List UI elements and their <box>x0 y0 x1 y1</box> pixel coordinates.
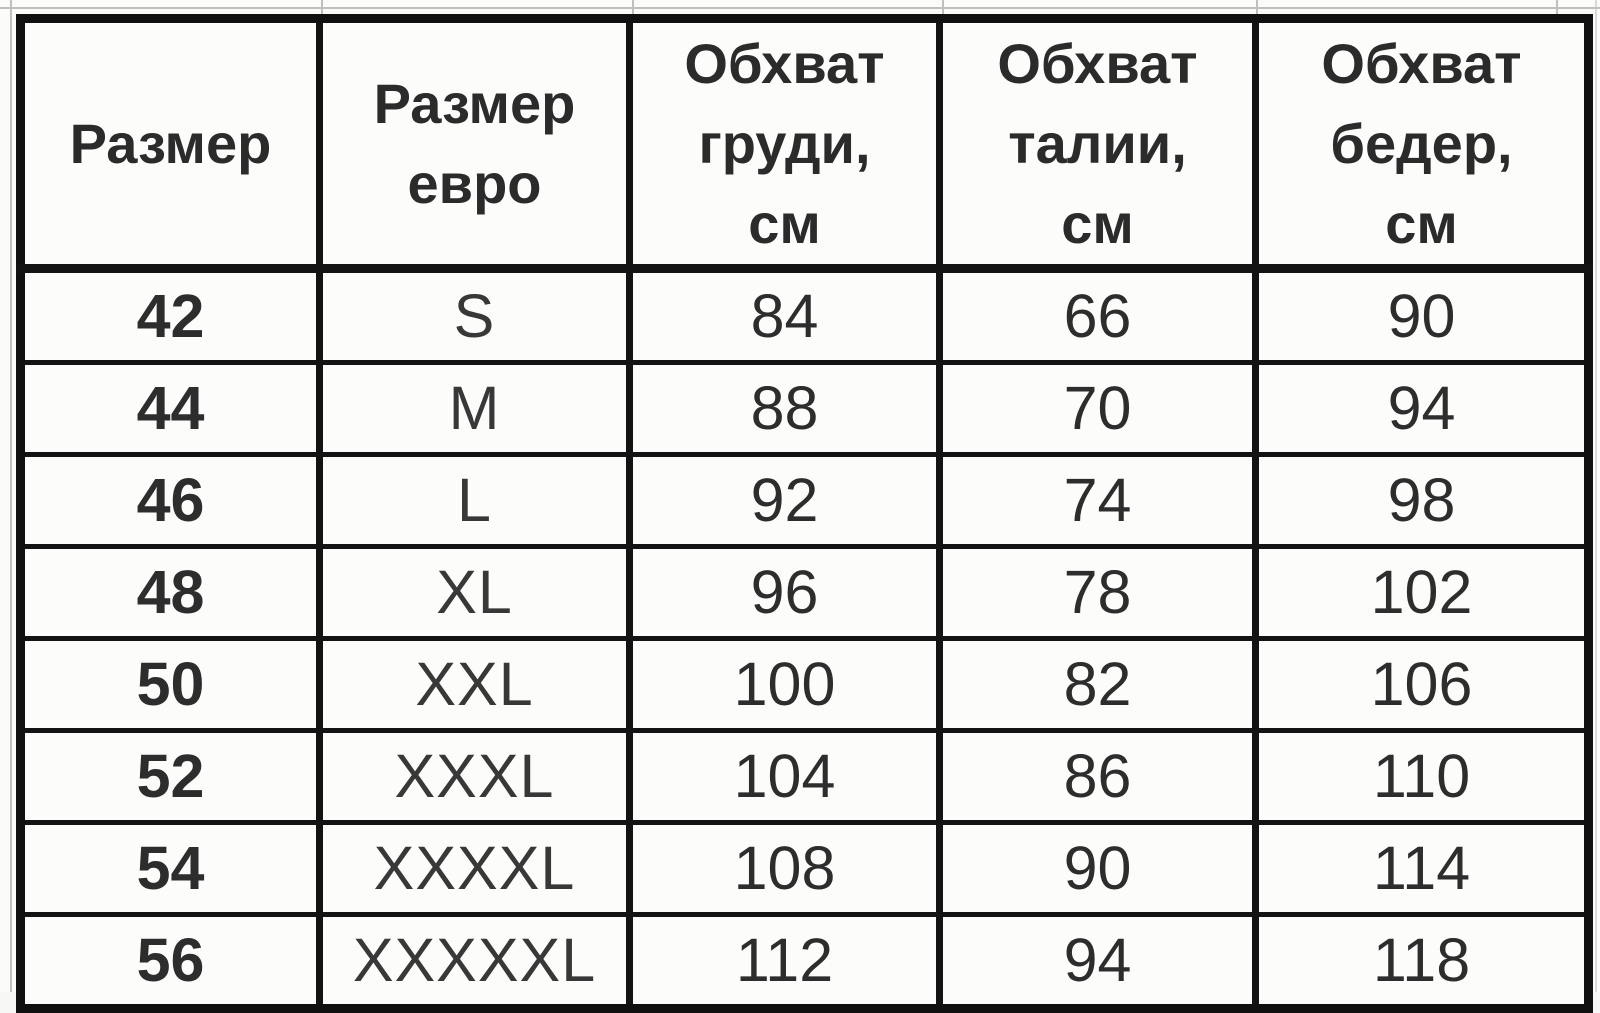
cell-chest: 92 <box>626 452 943 549</box>
cell-chest: 96 <box>626 544 943 641</box>
cell-chest: 84 <box>626 266 943 365</box>
cell-size-ru: 46 <box>17 452 323 549</box>
cell-size-ru: 44 <box>17 360 323 457</box>
table-row: 44 M 88 70 94 <box>17 360 1592 457</box>
cell-chest: 104 <box>626 728 943 825</box>
cell-waist: 82 <box>936 636 1259 733</box>
header-label: Размер <box>69 111 272 175</box>
cell-hips: 118 <box>1252 912 1592 1011</box>
header-label-line: евро <box>407 151 542 215</box>
header-label-line: бедер, <box>1330 111 1513 175</box>
header-label-line: талии, <box>1008 111 1187 175</box>
table-row: 54 XXXXL 108 90 114 <box>17 820 1592 917</box>
header-label-line: см <box>1385 191 1458 255</box>
header-label-line: см <box>748 191 821 255</box>
cell-waist: 86 <box>936 728 1259 825</box>
cell-hips: 110 <box>1252 728 1592 825</box>
size-chart-table: Размер Размер евро Обхват груди, см Обхв… <box>16 14 1593 1013</box>
cell-size-euro: L <box>316 452 633 549</box>
cell-size-ru: 42 <box>17 266 323 365</box>
table-row: 50 XXL 100 82 106 <box>17 636 1592 733</box>
cell-size-ru: 52 <box>17 728 323 825</box>
cell-hips: 114 <box>1252 820 1592 917</box>
header-label-line: см <box>1061 191 1134 255</box>
header-cell-waist: Обхват талии, см <box>936 16 1259 273</box>
header-cell-hips: Обхват бедер, см <box>1252 16 1592 273</box>
cell-waist: 66 <box>936 266 1259 365</box>
cell-chest: 112 <box>626 912 943 1011</box>
header-label-line: Обхват <box>1321 31 1522 95</box>
header-row: Размер Размер евро Обхват груди, см Обхв… <box>17 16 1592 273</box>
cell-size-euro: S <box>316 266 633 365</box>
header-label-line: Обхват <box>684 31 885 95</box>
table-row: 56 XXXXXL 112 94 118 <box>17 912 1592 1011</box>
header-label-line: Обхват <box>997 31 1198 95</box>
cell-hips: 106 <box>1252 636 1592 733</box>
header-cell-size-ru: Размер <box>17 16 323 273</box>
cell-hips: 98 <box>1252 452 1592 549</box>
table-row: 46 L 92 74 98 <box>17 452 1592 549</box>
cell-waist: 74 <box>936 452 1259 549</box>
gridline-stub <box>1256 0 1258 16</box>
cell-size-euro: XXXL <box>316 728 633 825</box>
table-row: 42 S 84 66 90 <box>17 266 1592 365</box>
header-label-line: груди, <box>698 111 871 175</box>
cell-chest: 88 <box>626 360 943 457</box>
cell-size-euro: XXL <box>316 636 633 733</box>
cell-size-euro: XL <box>316 544 633 641</box>
cell-chest: 100 <box>626 636 943 733</box>
cell-size-euro: XXXXL <box>316 820 633 917</box>
cell-chest: 108 <box>626 820 943 917</box>
cell-waist: 78 <box>936 544 1259 641</box>
cell-size-ru: 54 <box>17 820 323 917</box>
gridline-stub <box>321 0 323 16</box>
gridline-stub <box>942 0 944 16</box>
cell-size-ru: 56 <box>17 912 323 1011</box>
cell-hips: 90 <box>1252 266 1592 365</box>
gridline-left <box>10 0 12 992</box>
cell-waist: 90 <box>936 820 1259 917</box>
cell-waist: 94 <box>936 912 1259 1011</box>
gridline-stub <box>1556 0 1558 16</box>
table-row: 52 XXXL 104 86 110 <box>17 728 1592 825</box>
cell-hips: 94 <box>1252 360 1592 457</box>
table-row: 48 XL 96 78 102 <box>17 544 1592 641</box>
cell-hips: 102 <box>1252 544 1592 641</box>
header-cell-chest: Обхват груди, см <box>626 16 943 273</box>
cell-size-euro: M <box>316 360 633 457</box>
gridline-top <box>0 7 1600 9</box>
header-cell-size-euro: Размер евро <box>316 16 633 273</box>
gridline-stub <box>632 0 634 16</box>
header-label-line: Размер <box>373 71 576 135</box>
cell-size-ru: 50 <box>17 636 323 733</box>
cell-waist: 70 <box>936 360 1259 457</box>
gridline-right <box>1595 0 1597 992</box>
cell-size-ru: 48 <box>17 544 323 641</box>
cell-size-euro: XXXXXL <box>316 912 633 1011</box>
